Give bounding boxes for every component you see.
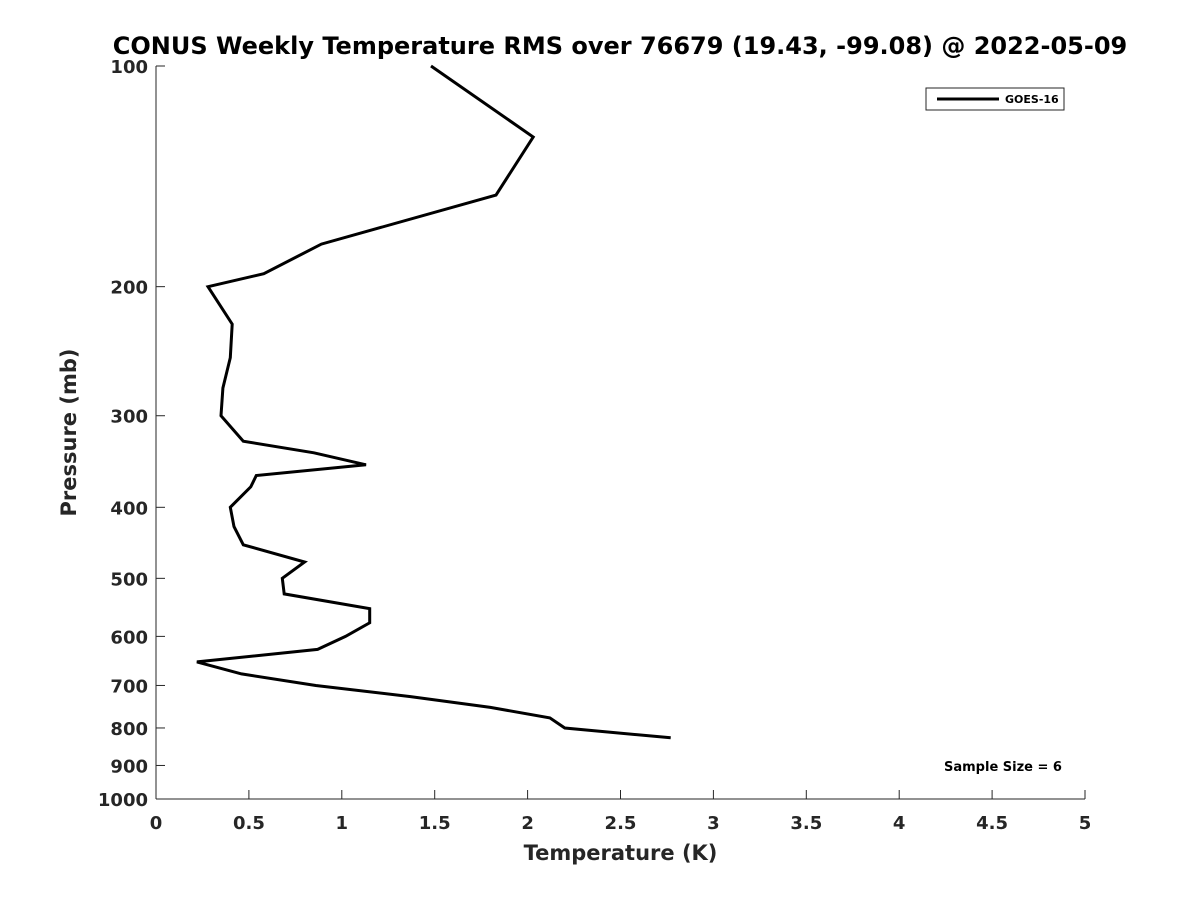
y-tick-label: 100: [110, 57, 148, 78]
y-tick-label: 400: [110, 498, 148, 519]
x-tick-label: 5: [1079, 813, 1092, 834]
plot-area: [196, 64, 671, 740]
x-tick-label: 1.5: [419, 813, 451, 834]
sample-size-annotation: Sample Size = 6: [944, 760, 1062, 775]
y-tick-label: 800: [110, 719, 148, 740]
x-tick-label: 4: [893, 813, 906, 834]
legend: GOES-16: [925, 87, 1065, 111]
y-tick-label: 700: [110, 676, 148, 697]
y-tick-label: 500: [110, 569, 148, 590]
x-tick-label: 3: [707, 813, 720, 834]
y-tick-label: 600: [110, 627, 148, 648]
y-tick-label: 900: [110, 756, 148, 777]
y-ticks: 100 200 300 400 500 600 700 800 900 1000: [98, 57, 165, 811]
x-tick-label: 2.5: [605, 813, 637, 834]
x-axis-label: Temperature (K): [524, 841, 718, 865]
x-tick-label: 2: [521, 813, 534, 834]
x-tick-label: 4.5: [976, 813, 1008, 834]
series-line-goes-16: [196, 64, 671, 740]
axes: [155, 66, 1085, 800]
x-tick-label: 1: [336, 813, 349, 834]
y-tick-label: 1000: [98, 790, 148, 811]
y-tick-label: 300: [110, 407, 148, 428]
x-ticks: 0 0.5 1 1.5 2 2.5 3 3.5 4 4.5 5: [150, 790, 1092, 834]
x-tick-label: 0: [150, 813, 163, 834]
x-tick-label: 3.5: [790, 813, 822, 834]
y-tick-label: 200: [110, 278, 148, 299]
y-axis-label: Pressure (mb): [57, 349, 81, 517]
legend-entry-goes-16: GOES-16: [1005, 93, 1059, 106]
x-tick-label: 0.5: [233, 813, 265, 834]
chart-title: CONUS Weekly Temperature RMS over 76679 …: [113, 32, 1127, 60]
